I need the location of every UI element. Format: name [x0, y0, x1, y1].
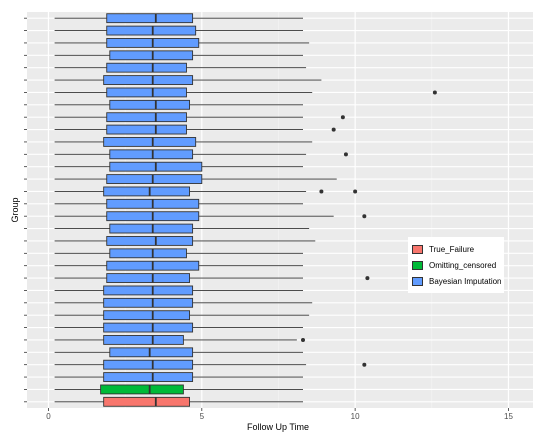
box [106, 62, 187, 73]
box [106, 25, 197, 36]
legend-item-bayesian-imputation: Bayesian Imputation [412, 275, 502, 288]
x-tick-label: 0 [46, 412, 51, 421]
legend-label-bayesian-imputation: Bayesian Imputation [429, 277, 502, 286]
outlier-point [432, 90, 437, 95]
boxplot-27 [54, 75, 322, 85]
legend-label-omitting-censored: Omitting_censored [429, 261, 497, 270]
boxplot-19 [54, 174, 337, 184]
boxplot-2 [54, 384, 303, 395]
boxplot-14 [54, 236, 316, 246]
boxplot-25 [54, 99, 303, 110]
boxplot-23 [54, 124, 336, 135]
x-tick-label: 15 [504, 412, 513, 421]
x-tick-label: 10 [351, 412, 360, 421]
box [103, 310, 190, 321]
boxplot-9 [54, 297, 313, 308]
outlier-point [301, 337, 305, 342]
box [103, 186, 190, 197]
box-layer [54, 13, 437, 407]
boxplot-21 [54, 149, 348, 160]
box [103, 322, 194, 333]
box [103, 335, 184, 345]
legend-label-true-failure: True_Failure [429, 245, 475, 254]
outlier-point [331, 127, 336, 132]
boxplot-17 [54, 198, 303, 209]
outlier-point [365, 276, 370, 281]
boxplot-24 [54, 112, 345, 123]
box [109, 347, 194, 358]
boxplot-20 [54, 161, 303, 172]
axis-layer: Follow Up Time Group 0 5 10 15 [10, 17, 513, 432]
outlier-point [340, 115, 345, 120]
legend-key-omitting-censored [412, 261, 423, 270]
box [103, 297, 194, 308]
boxplot-12 [54, 260, 303, 271]
box [103, 372, 194, 382]
boxplot-8 [54, 310, 310, 321]
boxplot-16 [54, 211, 367, 222]
boxplot-31 [54, 25, 303, 36]
boxplot-10 [54, 285, 303, 296]
outlier-point [319, 189, 324, 194]
box [109, 50, 194, 61]
legend-item-omitting-censored: Omitting_censored [412, 259, 496, 272]
box [106, 87, 187, 98]
outlier-point [362, 214, 367, 219]
y-axis-title: Group [10, 197, 20, 222]
x-tick-label: 5 [200, 412, 205, 421]
legend-key-true-failure [412, 245, 423, 254]
boxplot-22 [54, 137, 313, 147]
box [103, 359, 194, 370]
outlier-point [362, 362, 367, 367]
box [109, 99, 190, 110]
boxplot-15 [54, 223, 310, 234]
boxplot-5 [54, 347, 303, 358]
box [106, 174, 203, 184]
legend-key-bayesian-imputation [412, 277, 423, 286]
boxplot-11 [54, 273, 370, 283]
boxplot-7 [54, 322, 303, 333]
plot-panel [27, 12, 533, 408]
box [103, 396, 190, 407]
x-axis-title: Follow Up Time [247, 422, 309, 432]
boxplot-26 [54, 87, 437, 98]
box [106, 273, 190, 283]
legend-item-true-failure: True_Failure [412, 243, 474, 256]
boxplot-3 [54, 372, 303, 382]
boxplot-6 [54, 335, 305, 345]
box [103, 137, 197, 147]
box [109, 149, 194, 160]
box [103, 285, 194, 296]
boxplot-32 [54, 13, 303, 24]
boxplot-18 [54, 186, 358, 197]
box [106, 13, 194, 24]
boxplot-29 [54, 50, 303, 61]
outlier-point [343, 152, 348, 157]
boxplot-4 [54, 359, 367, 370]
boxplot-13 [54, 248, 303, 259]
box [106, 112, 187, 123]
box [106, 236, 194, 246]
legend: True_Failure Omitting_censored Bayesian … [408, 237, 504, 293]
box [103, 75, 194, 85]
box [109, 223, 194, 234]
boxplot-28 [54, 62, 307, 73]
box [109, 248, 187, 259]
box [106, 124, 187, 135]
box [100, 384, 184, 395]
boxplot-30 [54, 38, 310, 48]
boxplot-1 [54, 396, 303, 407]
outlier-point [353, 189, 358, 194]
